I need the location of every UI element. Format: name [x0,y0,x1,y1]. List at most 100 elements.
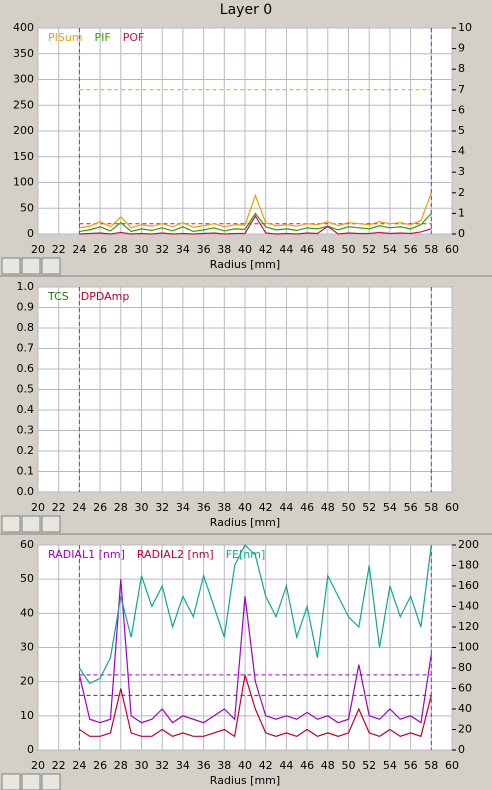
x-tick-label: 54 [383,501,397,514]
x-tick-label: 50 [342,501,356,514]
y2-tick-label: 60 [458,682,472,695]
y-tick-label: 0.6 [17,362,35,375]
y2-tick-label: 140 [458,600,479,613]
x-tick-label: 32 [155,243,169,256]
y-tick-label: 0.5 [17,383,35,396]
x-tick-label: 58 [424,759,438,772]
y-tick-label: 40 [20,606,34,619]
x-tick-label: 36 [197,243,211,256]
x-tick-label: 22 [52,759,66,772]
x-tick-label: 30 [135,243,149,256]
x-axis-label: Radius [mm] [210,258,280,271]
y-tick-label: 0.8 [17,321,35,334]
x-axis-label: Radius [mm] [210,774,280,787]
x-tick-label: 34 [176,501,190,514]
y-tick-label: 400 [13,21,34,34]
x-tick-label: 48 [321,759,335,772]
y-tick-label: 0.3 [17,424,35,437]
x-tick-label: 38 [217,243,231,256]
pan-button[interactable] [41,257,61,275]
zoom-button[interactable] [1,773,21,790]
x-tick-label: 52 [362,501,376,514]
y-tick-label: 0.1 [17,465,35,478]
y2-tick-label: 0 [458,227,465,240]
y-tick-label: 0.2 [17,444,35,457]
zoom-button[interactable] [1,515,21,533]
x-axis-label: Radius [mm] [210,516,280,529]
y2-tick-label: 20 [458,723,472,736]
x-tick-label: 28 [114,759,128,772]
pan-button[interactable] [41,773,61,790]
y-tick-label: 0.7 [17,342,35,355]
y-tick-label: 0.0 [17,485,35,498]
x-tick-label: 24 [72,243,86,256]
y2-tick-label: 80 [458,661,472,674]
y-tick-label: 200 [13,124,34,137]
legend-label: POF [123,31,145,44]
series-line [78,543,432,685]
x-tick-label: 48 [321,501,335,514]
x-tick-label: 20 [31,501,45,514]
x-tick-label: 26 [93,501,107,514]
x-tick-label: 58 [424,243,438,256]
x-tick-label: 30 [135,501,149,514]
crosshair-button[interactable] [21,257,41,275]
y2-tick-label: 40 [458,702,472,715]
y2-tick-label: 10 [458,21,472,34]
x-tick-label: 46 [300,759,314,772]
y2-tick-label: 200 [458,538,479,551]
x-tick-label: 20 [31,243,45,256]
legend-label: RADIAL2 [nm] [137,548,214,561]
x-tick-label: 40 [238,759,252,772]
x-tick-label: 38 [217,501,231,514]
x-tick-label: 26 [93,759,107,772]
x-tick-label: 22 [52,243,66,256]
x-tick-label: 20 [31,759,45,772]
x-tick-label: 52 [362,759,376,772]
y-tick-label: 0.4 [17,403,35,416]
y-tick-label: 50 [20,572,34,585]
crosshair-button[interactable] [21,515,41,533]
legend-label: TCS [47,290,69,303]
x-tick-label: 56 [404,243,418,256]
x-tick-label: 24 [72,759,86,772]
x-tick-label: 46 [300,243,314,256]
y-tick-label: 0 [27,743,34,756]
x-tick-label: 56 [404,501,418,514]
x-tick-label: 34 [176,243,190,256]
x-tick-label: 48 [321,243,335,256]
x-tick-label: 28 [114,243,128,256]
y-tick-label: 20 [20,675,34,688]
legend-label: FE[nm] [226,548,266,561]
y-tick-label: 300 [13,73,34,86]
y2-tick-label: 3 [458,165,465,178]
x-tick-label: 44 [279,243,293,256]
y-tick-label: 0.9 [17,301,35,314]
y-tick-label: 60 [20,538,34,551]
x-tick-label: 34 [176,759,190,772]
pan-button[interactable] [41,515,61,533]
y2-tick-label: 8 [458,62,465,75]
y2-tick-label: 160 [458,579,479,592]
y-tick-label: 250 [13,98,34,111]
crosshair-button[interactable] [21,773,41,790]
zoom-button[interactable] [1,257,21,275]
x-tick-label: 46 [300,501,314,514]
y2-tick-label: 120 [458,620,479,633]
x-tick-label: 36 [197,759,211,772]
x-tick-label: 52 [362,243,376,256]
x-tick-label: 32 [155,501,169,514]
x-tick-label: 44 [279,759,293,772]
y-tick-label: 350 [13,47,34,60]
y2-tick-label: 6 [458,103,465,116]
x-tick-label: 32 [155,759,169,772]
y2-tick-label: 2 [458,186,465,199]
y2-tick-label: 180 [458,559,479,572]
y-tick-label: 0 [27,227,34,240]
x-tick-label: 22 [52,501,66,514]
y2-tick-label: 9 [458,42,465,55]
x-tick-label: 56 [404,759,418,772]
y2-tick-label: 100 [458,641,479,654]
x-tick-label: 28 [114,501,128,514]
